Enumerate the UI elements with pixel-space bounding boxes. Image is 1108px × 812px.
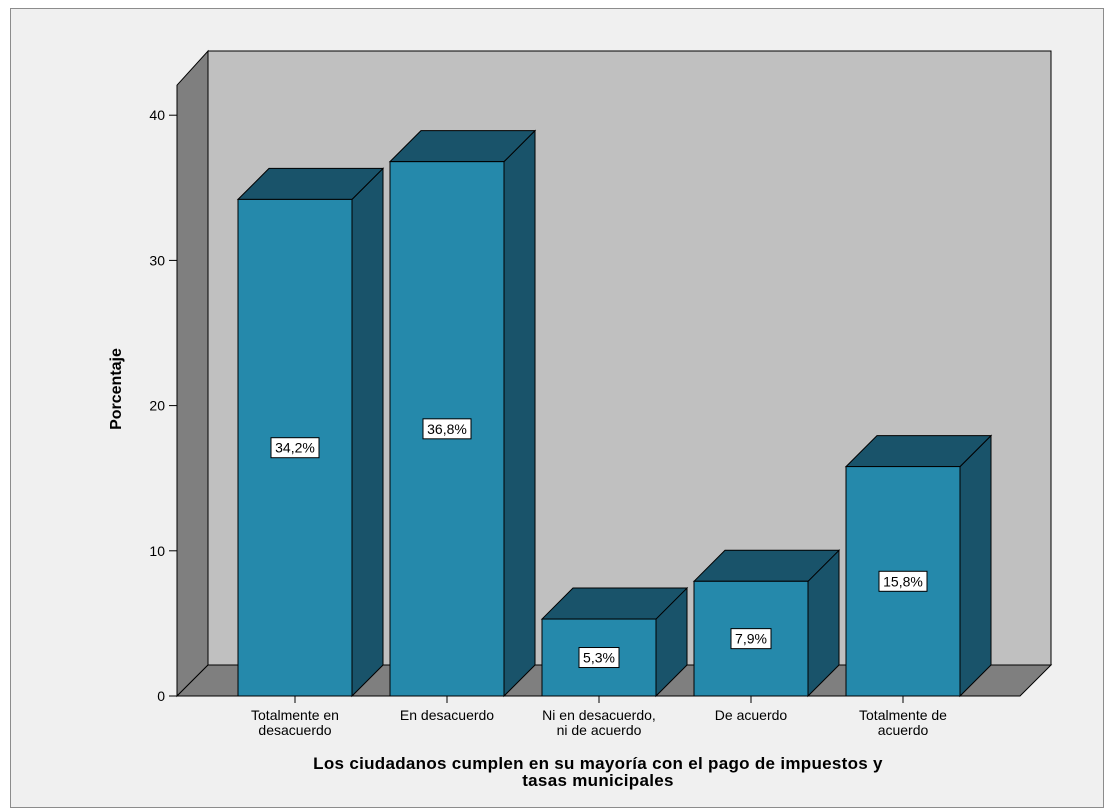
data-label-box xyxy=(422,418,472,440)
bar: 36,8% xyxy=(388,129,537,698)
y-tick-label: 10 xyxy=(149,543,165,559)
x-tick-label: ni de acuerdo xyxy=(557,722,642,738)
axis-titles: Porcentaje Los ciudadanos cumplen en su m… xyxy=(108,348,883,790)
left-wall xyxy=(176,49,209,698)
data-label: 7,9% xyxy=(735,631,767,647)
x-tick-label: De acuerdo xyxy=(715,707,788,723)
data-label: 5,3% xyxy=(583,650,615,666)
x-tick-label: Totalmente en xyxy=(251,707,339,723)
x-tick-label: desacuerdo xyxy=(258,722,331,738)
y-tick-label: 0 xyxy=(157,688,165,704)
bar: 5,3% xyxy=(540,586,689,698)
x-tick-label: acuerdo xyxy=(878,722,929,738)
y-tick-label: 30 xyxy=(149,252,165,268)
data-label-box xyxy=(578,647,620,669)
x-tick-label: En desacuerdo xyxy=(400,707,494,723)
y-tick-label: 20 xyxy=(149,398,165,414)
bar-chart: 0 10 20 30 40 34,2% 36,8% 5,3% 7,9% 15,8% Totalm… xyxy=(108,49,1053,790)
y-axis-title: Porcentaje xyxy=(108,348,125,430)
data-label-box xyxy=(730,628,772,650)
x-axis-title: Los ciudadanos cumplen en su mayoría con… xyxy=(313,754,883,773)
data-label-box xyxy=(878,570,928,592)
x-axis-title: tasas municipales xyxy=(522,771,674,790)
bar-side xyxy=(351,167,384,698)
data-label: 36,8% xyxy=(427,421,467,437)
bars: 34,2% 36,8% 5,3% 7,9% 15,8% xyxy=(236,129,993,698)
bar: 7,9% xyxy=(692,549,841,698)
bar: 34,2% xyxy=(236,167,385,698)
chart-frame: 0 10 20 30 40 34,2% 36,8% 5,3% 7,9% 15,8% Totalm… xyxy=(10,8,1104,808)
bar-side xyxy=(959,434,992,698)
data-label: 15,8% xyxy=(883,573,923,589)
y-tick-label: 40 xyxy=(149,107,165,123)
bar: 15,8% xyxy=(844,434,993,698)
x-tick-label: Ni en desacuerdo, xyxy=(542,707,656,723)
bar-side xyxy=(503,129,536,698)
data-label-box xyxy=(270,437,320,459)
data-label: 34,2% xyxy=(275,440,315,456)
x-tick-label: Totalmente de xyxy=(859,707,947,723)
